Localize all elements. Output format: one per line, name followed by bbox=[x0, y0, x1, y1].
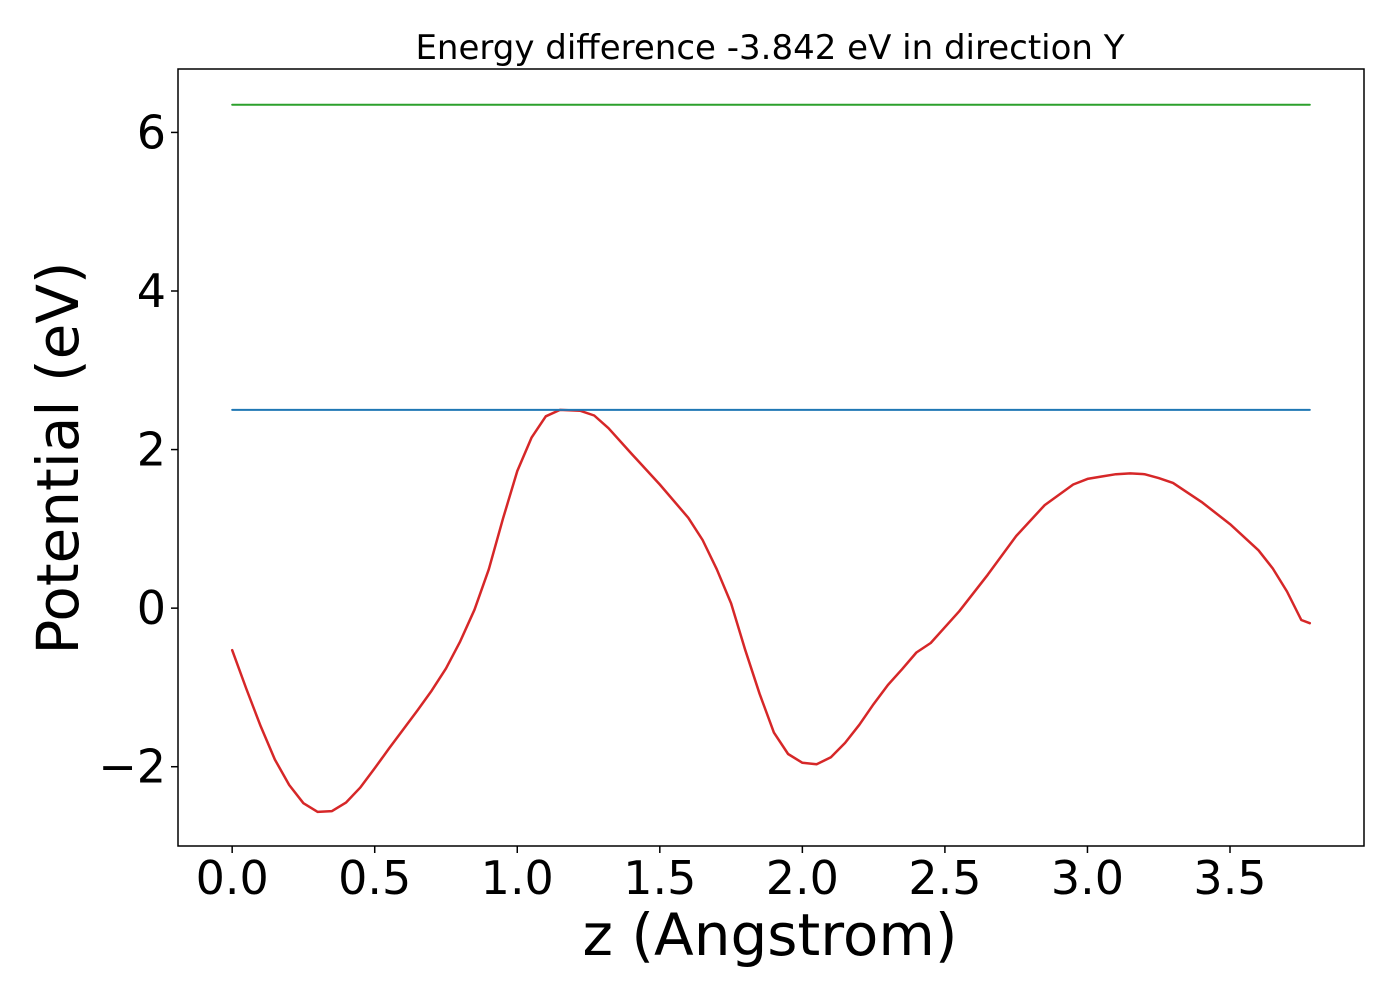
x-tick-label: 3.0 bbox=[1051, 851, 1124, 905]
y-axis: −2 0 2 4 6 bbox=[98, 105, 178, 794]
y-tick-label: 0 bbox=[137, 581, 166, 635]
series-layer bbox=[230, 103, 1312, 814]
x-tick-label: 0.0 bbox=[196, 851, 269, 905]
x-tick-label: 2.5 bbox=[908, 851, 981, 905]
x-tick-label: 1.5 bbox=[623, 851, 696, 905]
x-tick-label: 3.5 bbox=[1193, 851, 1266, 905]
y-tick-label: 4 bbox=[137, 264, 166, 318]
chart-title: Energy difference -3.842 eV in direction… bbox=[415, 28, 1124, 68]
y-tick-label: 6 bbox=[137, 105, 166, 159]
y-axis-label: Potential (eV) bbox=[24, 261, 92, 654]
x-axis: 0.0 0.5 1.0 1.5 2.0 2.5 3.0 3.5 bbox=[196, 846, 1267, 905]
x-axis-label: z (Angstrom) bbox=[583, 901, 958, 969]
series-line-1 bbox=[230, 408, 1312, 814]
x-tick-label: 1.0 bbox=[481, 851, 554, 905]
y-tick-label: −2 bbox=[98, 740, 166, 794]
plot-area-frame bbox=[177, 68, 1365, 847]
y-tick-label: 2 bbox=[137, 423, 166, 477]
x-tick-label: 2.0 bbox=[766, 851, 839, 905]
x-tick-label: 0.5 bbox=[338, 851, 411, 905]
